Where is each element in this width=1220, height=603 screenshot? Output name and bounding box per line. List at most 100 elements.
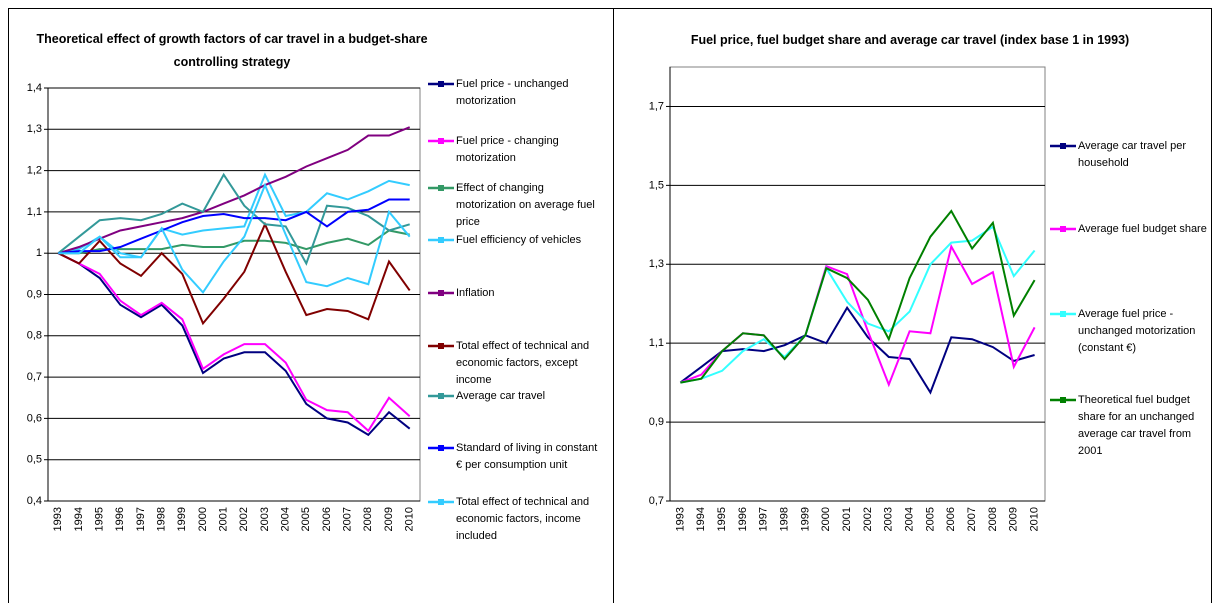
text-line: Average fuel budget share (1078, 223, 1207, 235)
x-tick-label: 1997 (135, 507, 147, 531)
series-line (57, 221, 411, 326)
x-tick-label: 1996 (737, 507, 749, 531)
text-line: 2001 (1078, 445, 1102, 457)
x-tick-label: 1994 (695, 507, 707, 531)
text-line: € per consumption unit (456, 459, 567, 471)
text-line: (constant €) (1078, 342, 1136, 354)
y-tick-label: 1,3 (649, 258, 664, 270)
legend-marker (438, 393, 444, 399)
x-tick-label: 1993 (52, 507, 64, 531)
y-tick-label: 1 (36, 247, 42, 259)
text-line: Fuel price - unchanged (456, 78, 569, 90)
x-tick-label: 2008 (362, 507, 374, 531)
legend-label: Theoretical fuel budget share for an unch… (1078, 394, 1194, 457)
plot-area (669, 66, 1046, 502)
legend-marker (438, 138, 444, 144)
legend-label: Average fuel price - unchanged motorizati… (1078, 308, 1195, 354)
legend-marker (438, 343, 444, 349)
x-tick-label: 2007 (966, 507, 978, 531)
legend-marker (1060, 311, 1066, 317)
series-line (58, 198, 410, 255)
x-tick-label: 2009 (1008, 507, 1020, 531)
text-line: share for an unchanged (1078, 411, 1194, 423)
x-tick-label: 1999 (176, 507, 188, 531)
y-tick-label: 1,5 (649, 179, 664, 191)
text-line: Standard of living in constant (456, 442, 597, 454)
x-tick-label: 2004 (903, 507, 915, 531)
text-line: Average fuel price - (1078, 308, 1174, 320)
x-tick-label: 2001 (841, 507, 853, 531)
text-line: unchanged motorization (1078, 325, 1195, 337)
y-tick-label: 0,5 (27, 454, 42, 466)
legend-label: Effect of changing motorization on averag… (456, 182, 595, 228)
legend-marker (438, 290, 444, 296)
y-tick-label: 0,8 (27, 330, 42, 342)
series-line (58, 229, 410, 255)
x-tick-label: 2005 (300, 507, 312, 531)
x-tick-label: 2003 (883, 507, 895, 531)
x-tick-label: 2003 (259, 507, 271, 531)
y-tick-label: 1,7 (649, 100, 664, 112)
x-tick-label: 2002 (238, 507, 250, 531)
x-tick-label: 2006 (945, 507, 957, 531)
chart-title: Theoretical effect of growth factors of … (36, 32, 427, 69)
text-line: household (1078, 157, 1129, 169)
text-line: Average car travel per (1078, 140, 1186, 152)
text-line: Effect of changing (456, 182, 544, 194)
legend-marker (1060, 143, 1066, 149)
legend-label: Total effect of technical and economic fa… (456, 496, 589, 542)
x-tick-label: 1998 (156, 507, 168, 531)
series-line (57, 252, 411, 437)
x-tick-label: 1994 (73, 507, 85, 531)
legend-label: Average fuel budget share (1078, 223, 1207, 235)
x-tick-label: 2005 (924, 507, 936, 531)
x-tick-label: 2000 (820, 507, 832, 531)
y-tick-label: 1,2 (27, 165, 42, 177)
legend-label: Average car travel (456, 390, 545, 402)
text-line: Inflation (456, 287, 495, 299)
text-line: included (456, 530, 497, 542)
text-line: Fuel price - changing (456, 135, 559, 147)
y-tick-label: 0,7 (27, 371, 42, 383)
legend-marker (1060, 397, 1066, 403)
series-line (58, 182, 411, 295)
x-tick-label: 2008 (987, 507, 999, 531)
y-tick-label: 1,1 (649, 337, 664, 349)
legend-label: Fuel price - unchanged motorization (456, 78, 569, 107)
series-line (680, 209, 1036, 384)
y-tick-label: 0,7 (649, 495, 664, 507)
text-line: Theoretical fuel budget (1078, 394, 1190, 406)
x-tick-label: 2010 (1028, 507, 1040, 531)
x-tick-label: 1997 (758, 507, 770, 531)
legend-marker (438, 185, 444, 191)
text-line: economic factors, income (456, 513, 581, 525)
text-line: Total effect of technical and (456, 496, 589, 508)
legend-label: Standard of living in constant € per cons… (456, 442, 597, 471)
text-line: motorization on average fuel (456, 199, 595, 211)
series-line (57, 172, 410, 266)
y-tick-label: 0,6 (27, 412, 42, 424)
x-tick-label: 2000 (197, 507, 209, 531)
y-tick-label: 0,9 (27, 288, 42, 300)
text-line: economic factors, except (456, 357, 578, 369)
x-tick-label: 1995 (94, 507, 106, 531)
text-line: motorization (456, 152, 516, 164)
series-line (58, 172, 410, 259)
x-tick-label: 2002 (862, 507, 874, 531)
text-line: Fuel price, fuel budget share and averag… (691, 33, 1129, 47)
x-tick-label: 1993 (674, 507, 686, 531)
x-tick-label: 1995 (716, 507, 728, 531)
y-tick-label: 0,4 (27, 495, 42, 507)
x-tick-label: 1996 (114, 507, 126, 531)
legend-label: Fuel price - changing motorization (456, 135, 559, 164)
x-tick-label: 1998 (778, 507, 790, 531)
x-tick-label: 2007 (342, 507, 354, 531)
y-tick-label: 1,1 (27, 206, 42, 218)
text-line: Average car travel (456, 390, 545, 402)
text-line: Total effect of technical and (456, 340, 589, 352)
legend-marker (438, 237, 444, 243)
y-tick-label: 1,3 (27, 123, 42, 135)
text-line: Theoretical effect of growth factors of … (36, 32, 427, 46)
